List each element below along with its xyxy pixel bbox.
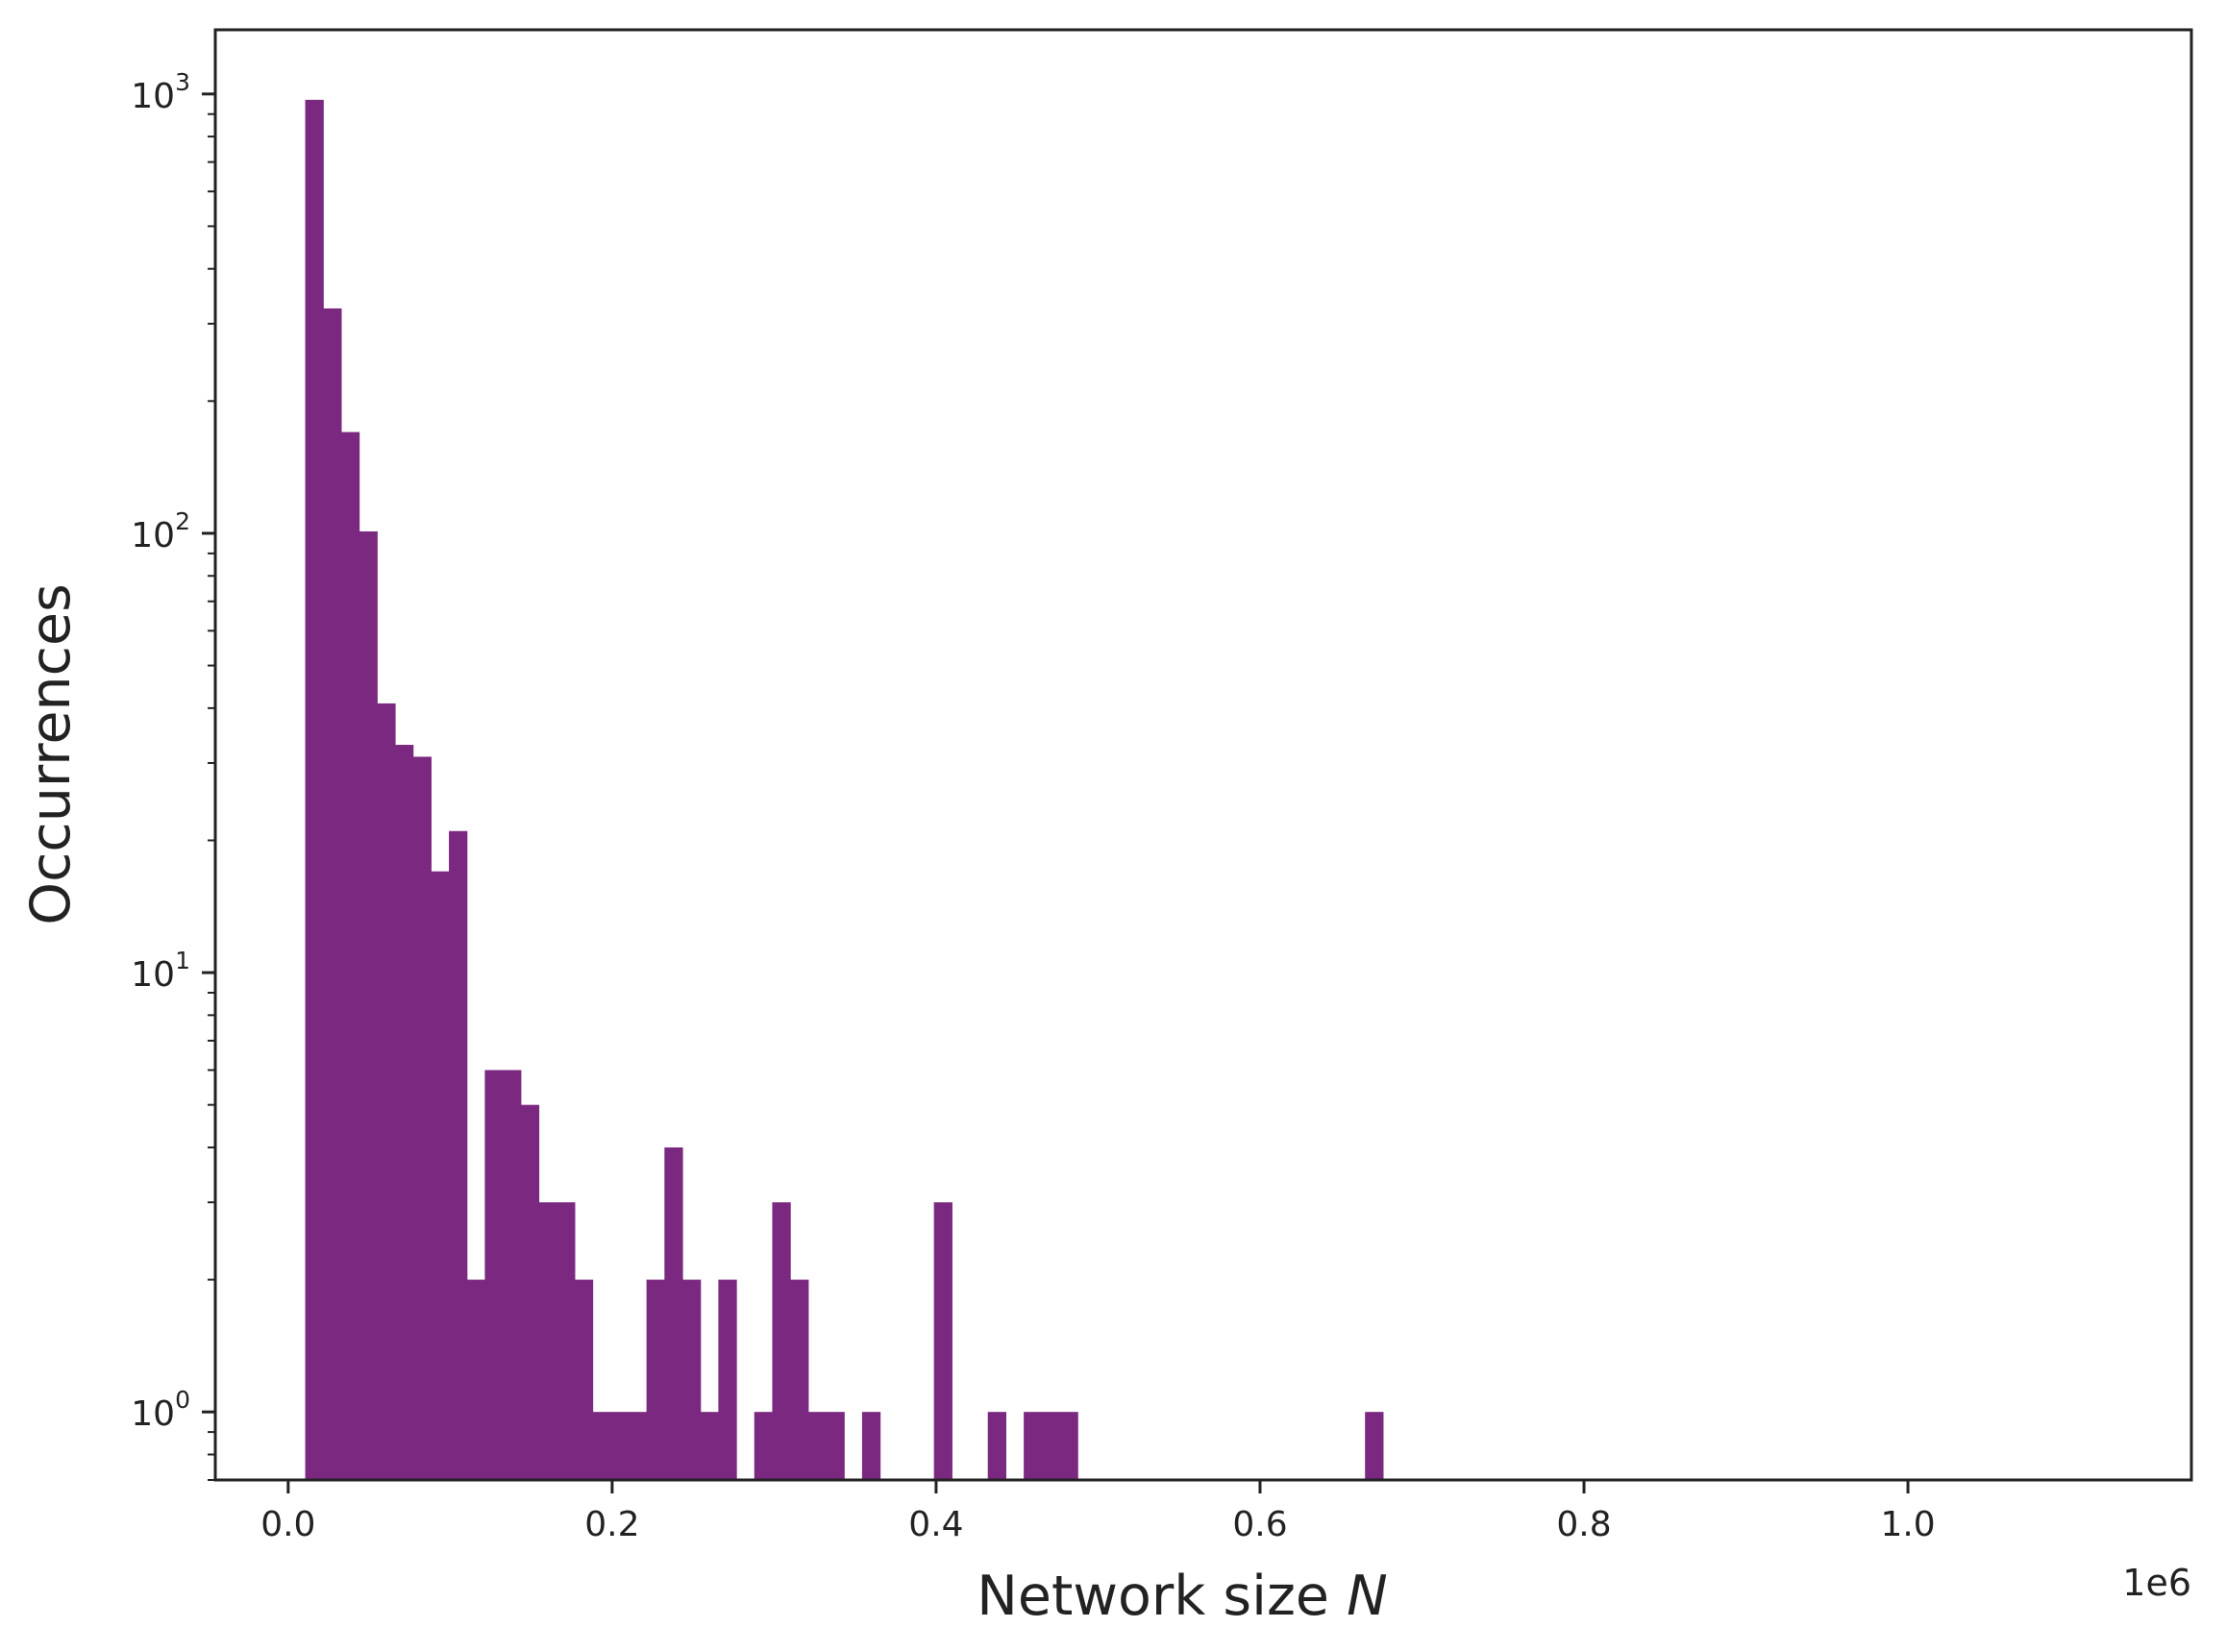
histogram-bar [340, 431, 360, 1481]
x-axis-title: Network size N [977, 1565, 1387, 1628]
histogram-bar [574, 1279, 594, 1480]
histogram-bar [718, 1279, 737, 1480]
x-tick-label: 0.6 [1232, 1505, 1287, 1544]
x-offset-label: 1e6 [2122, 1562, 2191, 1604]
histogram-bar [861, 1412, 881, 1480]
histogram-bar [987, 1412, 1007, 1480]
x-axis: 0.0 0.2 0.4 0.6 0.8 1.0 [260, 1480, 1936, 1544]
histogram-bar [790, 1279, 809, 1480]
y-tick-label: 101 [131, 947, 190, 995]
histogram-bar [807, 1412, 828, 1480]
x-axis-title-text: Network size [977, 1565, 1329, 1628]
y-tick-label: 100 [131, 1386, 190, 1434]
histogram-bar [646, 1279, 665, 1480]
histogram-bar [700, 1412, 719, 1480]
histogram-bar [772, 1202, 791, 1480]
histogram-bar [449, 830, 468, 1480]
x-tick-label: 0.2 [584, 1505, 639, 1544]
histogram-bar [377, 703, 396, 1480]
x-tick-label: 1.0 [1880, 1505, 1935, 1544]
histogram-bar [664, 1147, 683, 1480]
histogram-bar [431, 871, 450, 1480]
x-tick-label: 0.8 [1556, 1505, 1611, 1544]
histogram-bar [412, 756, 432, 1480]
histogram-bar [826, 1412, 845, 1480]
histogram-bar [305, 99, 324, 1481]
histogram-bar [466, 1279, 486, 1480]
histogram-bar [484, 1070, 504, 1480]
histogram-bar [538, 1202, 557, 1480]
histogram-bar [754, 1412, 774, 1480]
x-axis-variable: N [1347, 1565, 1388, 1628]
y-tick-label: 102 [131, 507, 190, 555]
histogram-bar [610, 1412, 630, 1480]
histogram-bar [628, 1412, 648, 1480]
plot-frame [213, 28, 2193, 1482]
histogram-bar [1365, 1412, 1384, 1480]
histogram-bar [1024, 1412, 1043, 1480]
histogram-bar [323, 308, 342, 1481]
y-axis: 100 101 102 103 [131, 68, 215, 1434]
histogram-bar [1059, 1412, 1078, 1480]
x-tick-label: 0.0 [260, 1505, 315, 1544]
histogram-bar [359, 530, 378, 1480]
y-tick-label: 103 [131, 68, 190, 116]
histogram-bar [592, 1412, 611, 1480]
histogram-bar [520, 1104, 540, 1480]
histogram-bar [503, 1070, 522, 1480]
histogram-bar [682, 1279, 702, 1480]
bars-layer [305, 99, 1384, 1481]
histogram-bar [1041, 1412, 1061, 1480]
y-axis-title: Occurrences [19, 583, 83, 925]
x-tick-label: 0.4 [908, 1505, 963, 1544]
histogram-bar [394, 745, 414, 1480]
histogram-bar [933, 1202, 952, 1480]
histogram-bar [556, 1202, 576, 1480]
